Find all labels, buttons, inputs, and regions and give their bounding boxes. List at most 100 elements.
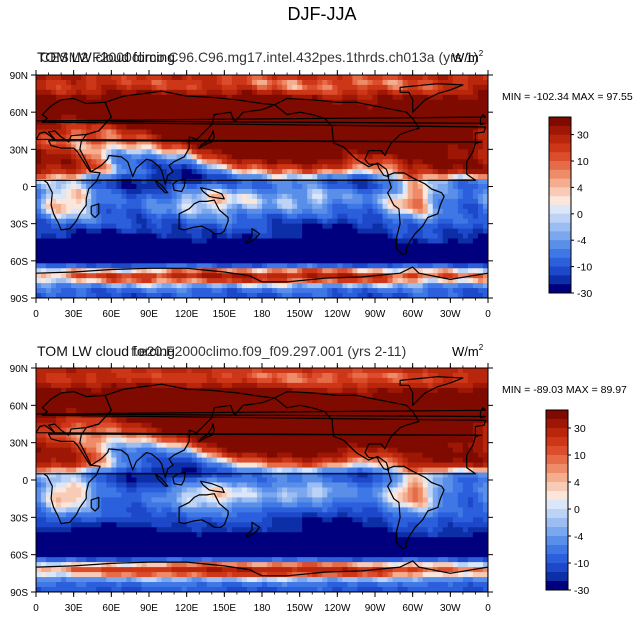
heat-cell xyxy=(472,94,479,101)
heat-cell xyxy=(226,238,233,244)
heat-cell xyxy=(236,377,243,384)
heat-cell xyxy=(277,213,283,220)
heat-cell xyxy=(382,223,389,230)
heat-cell xyxy=(211,238,218,244)
heat-cell xyxy=(171,193,178,200)
heat-cell xyxy=(116,263,122,269)
heat-cell xyxy=(151,213,158,220)
heat-cell xyxy=(357,248,363,254)
heat-cell xyxy=(136,368,142,374)
heat-cell xyxy=(342,228,348,235)
heat-cell xyxy=(156,79,163,86)
heat-cell xyxy=(272,288,278,294)
heat-cell xyxy=(307,213,313,220)
heat-cell xyxy=(186,198,193,205)
heat-cell xyxy=(382,129,389,135)
heat-cell xyxy=(121,273,127,279)
heat-cell xyxy=(156,94,163,101)
heat-cell xyxy=(201,377,208,384)
heat-cell xyxy=(272,104,278,111)
heat-cell xyxy=(201,193,208,200)
heat-cell xyxy=(332,293,338,298)
heat-cell xyxy=(412,169,419,175)
heat-cell xyxy=(126,382,132,389)
heat-cell xyxy=(236,109,243,116)
heat-cell xyxy=(86,263,92,269)
heat-cell xyxy=(422,99,429,106)
x-tick-label: 30W xyxy=(440,309,461,320)
heat-cell xyxy=(417,228,424,235)
heat-cell xyxy=(231,124,238,131)
heat-cell xyxy=(457,203,464,210)
heat-cell xyxy=(457,253,464,259)
heat-cell xyxy=(317,159,323,165)
heat-cell xyxy=(362,164,368,170)
heat-cell xyxy=(126,134,132,140)
heat-cell xyxy=(221,154,228,160)
heat-cell xyxy=(342,174,348,180)
heat-cell xyxy=(191,402,198,409)
heat-cell xyxy=(387,253,394,259)
heat-cell xyxy=(221,89,228,96)
heat-cell xyxy=(287,253,293,259)
heat-cell xyxy=(472,164,479,170)
heat-cell xyxy=(86,198,92,205)
heat-cell xyxy=(367,392,373,399)
heat-cell xyxy=(322,283,328,289)
heat-cell xyxy=(307,104,313,111)
heat-cell xyxy=(221,387,228,394)
heat-cell xyxy=(302,104,308,111)
heat-cell xyxy=(61,198,67,205)
heat-cell xyxy=(256,368,263,374)
heat-cell xyxy=(46,392,52,399)
heat-cell xyxy=(442,104,449,111)
heat-cell xyxy=(196,377,203,384)
heat-cell xyxy=(302,278,308,284)
colorbar-swatch xyxy=(549,231,571,241)
heat-cell xyxy=(151,109,158,116)
heat-cell xyxy=(36,139,42,145)
heat-cell xyxy=(176,154,183,160)
heat-cell xyxy=(277,243,283,249)
heat-cell xyxy=(447,104,454,111)
heat-cell xyxy=(307,149,313,155)
heat-cell xyxy=(292,253,298,259)
heat-cell xyxy=(337,218,343,225)
heat-cell xyxy=(216,99,223,106)
heat-cell xyxy=(171,238,178,244)
heat-cell xyxy=(357,397,363,404)
heat-cell xyxy=(211,169,218,175)
heat-cell xyxy=(226,99,233,106)
heat-cell xyxy=(482,243,488,249)
heat-cell xyxy=(221,169,228,175)
heat-cell xyxy=(302,154,308,160)
heat-cell xyxy=(256,387,263,394)
heat-cell xyxy=(442,198,449,205)
heat-cell xyxy=(277,89,283,96)
heat-cell xyxy=(106,258,112,264)
heat-cell xyxy=(447,84,454,91)
heat-cell xyxy=(131,233,137,240)
heat-cell xyxy=(181,268,188,274)
heat-cell xyxy=(292,203,298,210)
heat-cell xyxy=(412,84,419,91)
heat-cell xyxy=(151,174,158,180)
heat-cell xyxy=(221,109,228,116)
heat-cell xyxy=(347,75,353,81)
heat-cell xyxy=(116,139,122,145)
heat-cell xyxy=(201,218,208,225)
heat-cell xyxy=(462,228,469,235)
heat-cell xyxy=(377,144,384,150)
heat-cell xyxy=(267,154,273,160)
heat-cell xyxy=(86,174,92,180)
heat-cell xyxy=(71,79,77,86)
heat-cell xyxy=(196,114,203,121)
heat-cell xyxy=(337,387,343,394)
heat-cell xyxy=(171,258,178,264)
heat-cell xyxy=(297,198,303,205)
heat-cell xyxy=(136,268,142,274)
heat-cell xyxy=(161,258,168,264)
heat-cell xyxy=(66,268,72,274)
heat-cell xyxy=(267,174,273,180)
heat-cell xyxy=(111,75,117,81)
